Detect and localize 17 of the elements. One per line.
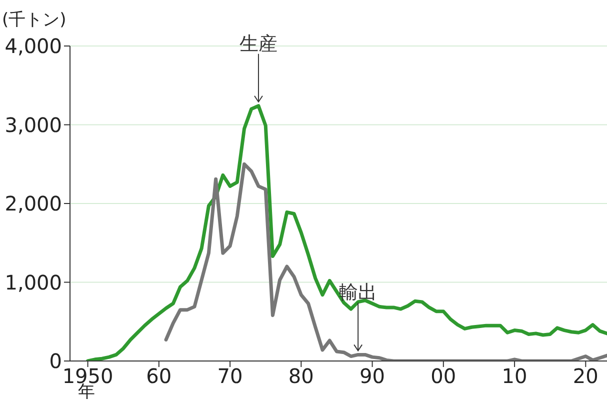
y-tick-label: 0 [49, 349, 62, 374]
y-tick-label: 1,000 [4, 270, 62, 294]
line-series [164, 162, 607, 361]
x-tick-label: 20 [572, 364, 598, 388]
x-tick-label: 80 [288, 364, 314, 388]
y-tick-label: 2,000 [4, 192, 62, 216]
annotation: 生産 [239, 32, 278, 55]
y-tick-label: 4,000 [4, 34, 62, 58]
x-tick-label: 10 [502, 364, 528, 388]
x-tick-label: 60 [146, 364, 172, 388]
x-tick-label: 70 [217, 364, 243, 388]
y-axis-title: (千トン) [2, 9, 66, 31]
line-series [86, 104, 607, 361]
x-tick-label: 90 [360, 364, 386, 388]
x-tick-label: 00 [430, 364, 456, 388]
y-tick-label: 3,000 [4, 112, 62, 137]
annotation: 輸出 [339, 282, 378, 304]
